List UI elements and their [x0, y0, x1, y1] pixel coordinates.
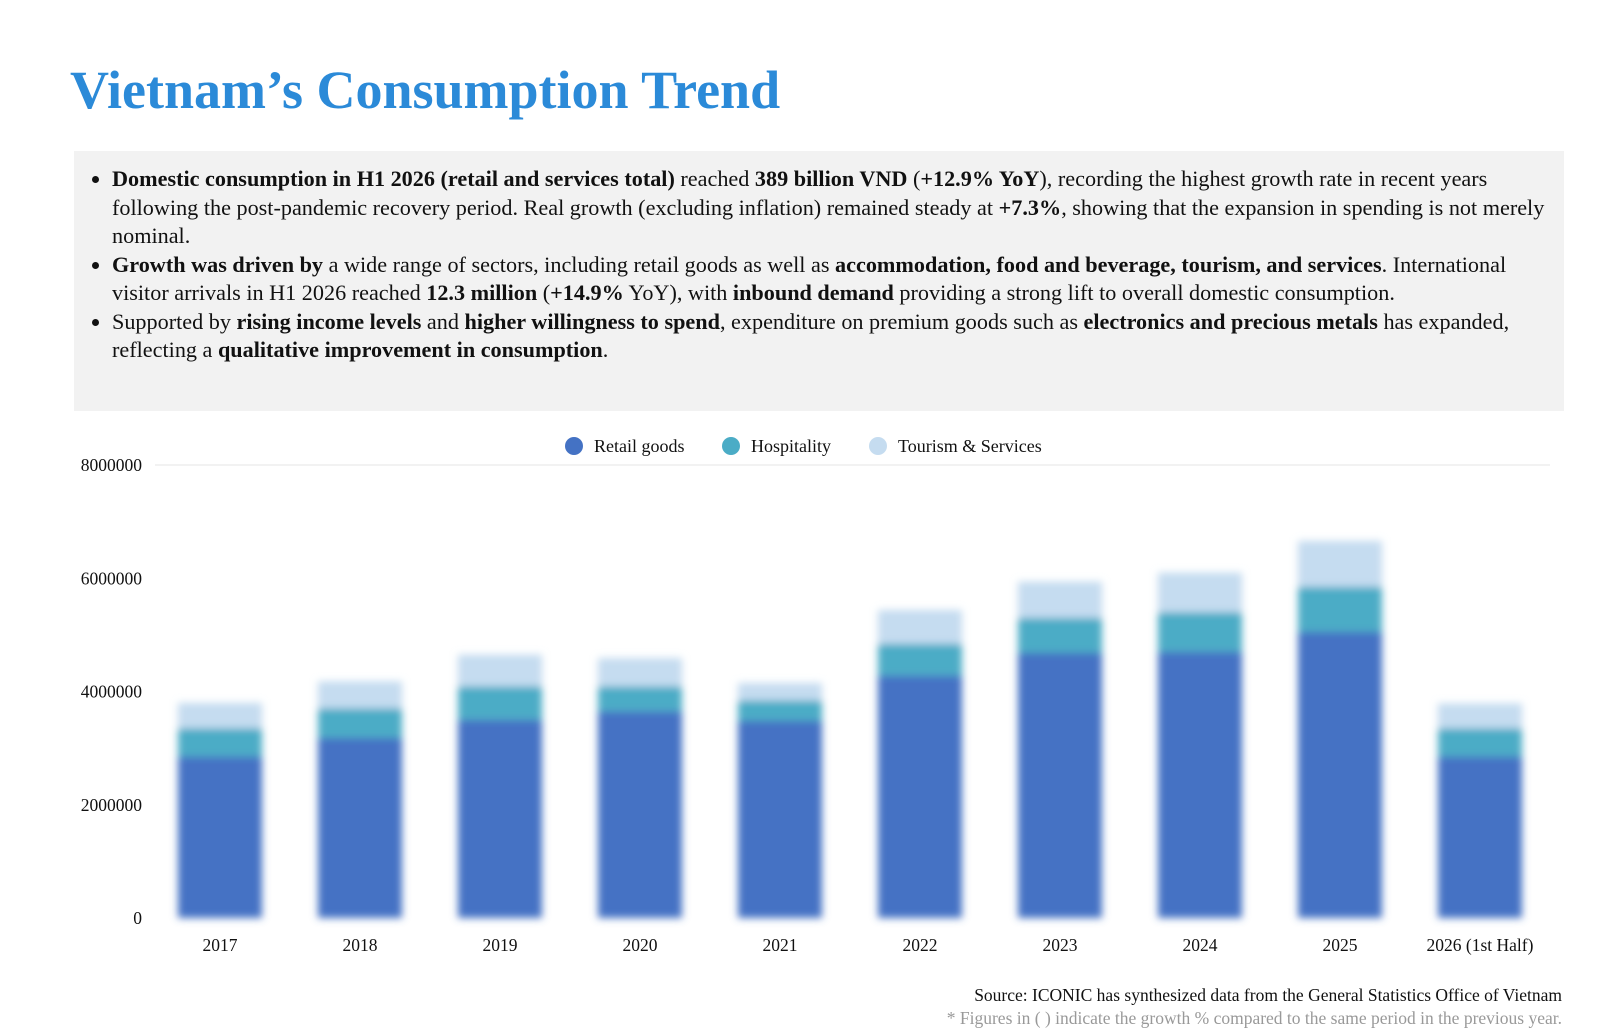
- legend-label: Hospitality: [751, 436, 831, 456]
- bar-segment: [1298, 540, 1382, 587]
- emphasis-text: +14.9%: [550, 280, 624, 305]
- emphasis-text: Growth was driven by: [112, 251, 324, 277]
- x-tick-label: 2024: [1183, 935, 1218, 955]
- emphasis-text: electronics and precious metals: [1083, 308, 1378, 334]
- bar-segment: [598, 686, 682, 712]
- x-tick-label: 2019: [483, 935, 518, 955]
- bar-segment: [878, 675, 962, 918]
- bar-segment: [1438, 756, 1522, 918]
- body-text: has expanded, reflecting a: [112, 308, 1510, 363]
- emphasis-text: 389 billion VND: [754, 166, 908, 191]
- page-title: Vietnam’s Consumption Trend: [70, 60, 781, 120]
- legend-label: Tourism & Services: [898, 436, 1042, 456]
- x-tick-label: 2025: [1323, 935, 1358, 955]
- bar-segment: [738, 700, 822, 721]
- bar-segment: [1438, 703, 1522, 729]
- y-tick-label: 4000000: [81, 682, 143, 702]
- bar-segment: [458, 654, 542, 687]
- bar-segment: [1298, 586, 1382, 633]
- bar-segment: [1018, 652, 1102, 918]
- summary-list: Domestic consumption in H1 2026 (retail …: [74, 165, 1548, 365]
- chart-footer: Source: ICONIC has synthesized data from…: [947, 984, 1562, 1030]
- emphasis-text: qualitative improvement in consumption: [217, 337, 603, 362]
- body-text: . International visitor arrivals in H1 2…: [112, 251, 1507, 306]
- source-note: Source: ICONIC has synthesized data from…: [974, 985, 1562, 1005]
- body-text: (: [907, 166, 921, 191]
- bar-segment: [738, 720, 822, 918]
- x-tick-label: 2022: [903, 935, 938, 955]
- bar-segment: [178, 728, 262, 757]
- emphasis-text: Domestic consumption in H1 2026 (retail …: [112, 166, 675, 191]
- legend-marker: [722, 437, 740, 455]
- x-tick-label: 2018: [343, 935, 378, 955]
- x-tick-label: 2017: [203, 935, 238, 955]
- bar-segment: [1158, 651, 1242, 918]
- bar-segment: [598, 711, 682, 918]
- bar-segment: [738, 683, 822, 701]
- summary-box: Domestic consumption in H1 2026 (retail …: [74, 151, 1564, 411]
- body-text: reached: [674, 166, 755, 191]
- y-axis: 8000000 6000000 4000000 2000000 0: [81, 455, 1550, 928]
- emphasis-text: +12.9% YoY: [920, 166, 1040, 191]
- bar-segment: [458, 686, 542, 720]
- bar-segment: [318, 708, 402, 738]
- body-text: , showing that the expansion in spending…: [112, 194, 1545, 249]
- bar-segment: [318, 681, 402, 709]
- summary-bullet-3: Supported by rising income levels and hi…: [112, 308, 1548, 365]
- emphasis-text: inbound demand: [732, 280, 894, 305]
- body-text: YoY), with: [623, 280, 733, 305]
- emphasis-text: rising income levels: [236, 308, 422, 334]
- body-text: a wide range of sectors, including retai…: [323, 251, 836, 277]
- y-tick-label: 2000000: [81, 795, 143, 815]
- emphasis-text: accommodation, food and beverage, touris…: [835, 251, 1382, 277]
- bar-segment: [178, 702, 262, 729]
- consumption-chart: Retail goods Hospitality Tourism & Service…: [0, 425, 1615, 985]
- chart-svg: Retail goods Hospitality Tourism & Service…: [81, 436, 1550, 955]
- x-tick-label: 2020: [623, 935, 658, 955]
- bars: [178, 540, 1522, 918]
- emphasis-text: 12.3 million: [426, 280, 538, 305]
- x-axis: 2017 2018 2019 2020 2021 2022 2023 2024 2025 2026…: [203, 935, 1534, 955]
- bar-segment: [318, 737, 402, 918]
- bar-segment: [1158, 612, 1242, 652]
- y-tick-label: 6000000: [81, 568, 143, 588]
- body-text: providing a strong lift to overall domes…: [893, 280, 1395, 305]
- summary-bullet-2: Growth was driven by a wide range of sec…: [112, 251, 1548, 308]
- body-text: (: [537, 280, 551, 305]
- bar-segment: [1018, 581, 1102, 618]
- bar-segment: [1158, 572, 1242, 613]
- x-tick-label: 2026 (1st Half): [1427, 935, 1534, 955]
- summary-bullet-1: Domestic consumption in H1 2026 (retail …: [112, 165, 1548, 251]
- bar-segment: [1298, 632, 1382, 918]
- legend-marker: [869, 437, 887, 455]
- emphasis-text: higher willingness to spend: [464, 308, 720, 334]
- bar-segment: [178, 756, 262, 918]
- bar-segment: [878, 609, 962, 644]
- y-tick-label: 8000000: [81, 455, 143, 475]
- body-text: ), recording the highest growth rate in …: [112, 166, 1488, 220]
- body-text: , expenditure on premium goods such as: [719, 308, 1084, 334]
- legend-label: Retail goods: [594, 436, 685, 456]
- bar-segment: [878, 643, 962, 676]
- body-text: and: [421, 308, 465, 334]
- legend-marker: [565, 437, 583, 455]
- y-tick-label: 0: [133, 908, 142, 928]
- emphasis-text: +7.3%: [998, 194, 1062, 220]
- chart-legend: Retail goods Hospitality Tourism & Service…: [565, 436, 1042, 456]
- bar-segment: [1438, 728, 1522, 757]
- bar-segment: [458, 719, 542, 918]
- bar-segment: [598, 658, 682, 687]
- body-text: Supported by: [112, 308, 237, 334]
- x-tick-label: 2021: [763, 935, 798, 955]
- body-text: .: [602, 337, 609, 362]
- bar-segment: [1018, 617, 1102, 653]
- x-tick-label: 2023: [1043, 935, 1078, 955]
- growth-note: * Figures in ( ) indicate the growth % c…: [946, 1008, 1562, 1028]
